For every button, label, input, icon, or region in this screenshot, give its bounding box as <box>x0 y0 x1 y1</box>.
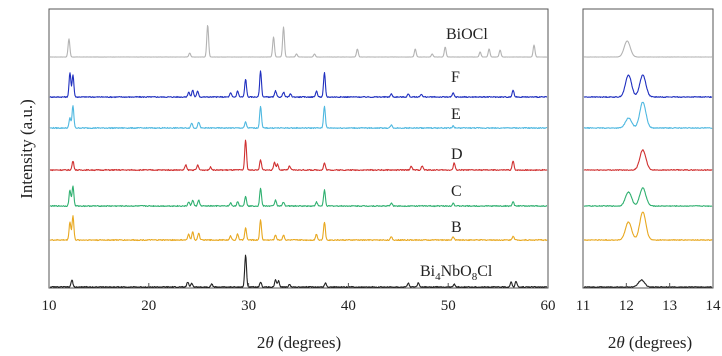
inset-x-axis-title-suffix: (degrees) <box>625 333 693 352</box>
main-trace-biocl <box>49 25 548 58</box>
main-trace-d <box>49 139 548 172</box>
main-x-axis-title-theta: θ <box>265 333 273 352</box>
series-label-f: F <box>451 69 460 86</box>
main-x-axis-title-prefix: 2 <box>257 333 266 352</box>
inset-traces <box>583 40 713 288</box>
series-labels: BiOCl F E D C B Bi4NbO8Cl <box>420 26 493 283</box>
inset-x-axis-title-prefix: 2 <box>608 333 617 352</box>
inset-trace-c <box>583 187 713 207</box>
main-trace-f <box>49 70 548 99</box>
inset-tick-label-12: 12 <box>619 298 634 314</box>
main-trace-bi4nbo8cl <box>49 254 548 289</box>
main-tick-label-30: 30 <box>241 298 256 314</box>
inset-plot-frame <box>582 8 714 289</box>
main-x-axis-title: 2θ (degrees) <box>257 333 341 352</box>
main-tick-label-20: 20 <box>141 298 156 314</box>
main-plot-frame <box>48 8 549 289</box>
main-tick-label-50: 50 <box>441 298 456 314</box>
inset-tick-label-14: 14 <box>706 298 722 314</box>
main-tick-label-10: 10 <box>42 298 57 314</box>
inset-trace-d <box>583 149 713 171</box>
main-x-axis-title-suffix: (degrees) <box>274 333 342 352</box>
inset-x-ticks: 11 12 13 14 <box>576 283 721 314</box>
inset-trace-biocl <box>583 40 713 58</box>
inset-tick-label-13: 13 <box>662 298 677 314</box>
series-label-bi4nbo8cl: Bi4NbO8Cl <box>420 263 493 283</box>
series-label-d: D <box>451 146 463 163</box>
main-trace-c <box>49 185 548 208</box>
main-traces <box>49 25 548 289</box>
inset-x-axis-title: 2θ (degrees) <box>608 333 692 352</box>
series-label-biocl: BiOCl <box>446 26 488 43</box>
series-label-c: C <box>451 183 462 200</box>
y-axis-title: Intensity (a.u.) <box>17 99 36 199</box>
main-x-ticks: 10 20 30 40 50 60 <box>42 283 556 314</box>
inset-tick-label-11: 11 <box>576 298 590 314</box>
main-trace-b <box>49 215 548 242</box>
inset-trace-f <box>583 74 713 98</box>
main-trace-e <box>49 105 548 130</box>
inset-x-axis-title-theta: θ <box>616 333 624 352</box>
inset-trace-b <box>583 211 713 241</box>
series-label-e: E <box>451 106 461 123</box>
main-tick-label-60: 60 <box>541 298 556 314</box>
series-label-b: B <box>451 219 462 236</box>
inset-trace-bi4nbo8cl <box>583 279 713 288</box>
main-tick-label-40: 40 <box>341 298 356 314</box>
inset-trace-e <box>583 101 713 129</box>
